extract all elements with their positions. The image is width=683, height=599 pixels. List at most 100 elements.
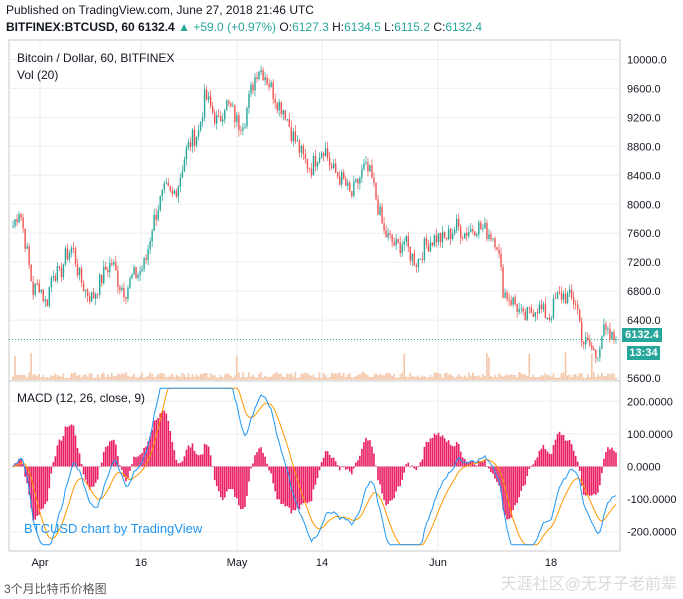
volume-bar xyxy=(304,372,307,380)
macd-histogram-bar xyxy=(457,443,460,467)
volume-bar xyxy=(14,355,16,380)
candle-body xyxy=(54,276,57,281)
candle-body xyxy=(151,230,153,242)
volume-bar xyxy=(528,353,531,380)
candle-body xyxy=(78,268,81,276)
macd-histogram-bar xyxy=(84,466,87,480)
candle-body xyxy=(272,82,274,100)
time-tick-label: 16 xyxy=(135,557,147,569)
candle-body xyxy=(288,119,290,127)
volume-bar xyxy=(234,375,236,380)
candle-body xyxy=(492,238,494,240)
volume-bar xyxy=(111,373,113,380)
volume-bar xyxy=(133,373,135,380)
candle-body xyxy=(125,296,127,300)
tradingview-watermark[interactable]: BTCUSD chart by TradingView xyxy=(24,521,203,536)
time-axis[interactable]: Apr 16 May 14 Jun 18 xyxy=(31,557,557,569)
macd-histogram-bar xyxy=(586,466,589,496)
volume-bar xyxy=(58,375,61,380)
volume-bar xyxy=(12,376,14,380)
price-pane[interactable] xyxy=(8,39,621,382)
candle-body xyxy=(470,229,472,233)
volume-bar xyxy=(399,374,402,380)
macd-histogram-bar xyxy=(355,462,357,467)
candle-body xyxy=(302,145,305,155)
macd-histogram-bar xyxy=(506,466,508,520)
price-tick-label: 6800.0 xyxy=(627,286,661,298)
volume-bar xyxy=(574,374,577,380)
volume-bar xyxy=(478,375,480,380)
volume-bar xyxy=(417,375,420,380)
candle-body xyxy=(207,96,210,100)
candle-body xyxy=(171,190,174,194)
macd-histogram-bar xyxy=(403,466,406,473)
volume-bar xyxy=(82,374,85,380)
volume-bar xyxy=(562,372,565,380)
candle-body xyxy=(167,182,169,187)
volume-bar xyxy=(425,377,428,380)
volume-bar xyxy=(242,372,244,380)
volume-bar xyxy=(129,376,131,380)
macd-histogram-bar xyxy=(387,466,389,504)
candle-body xyxy=(435,235,438,243)
volume-bar xyxy=(274,373,276,380)
volume-bar xyxy=(389,373,391,380)
candle-body xyxy=(357,179,359,184)
macd-axis[interactable]: 200.0000 100.0000 0.0000 -100.0000 -200.0000 xyxy=(627,396,677,538)
macd-histogram-bar xyxy=(256,452,258,467)
macd-histogram-bar xyxy=(353,466,355,469)
candle-body xyxy=(330,165,333,168)
volume-bar xyxy=(125,372,127,380)
candle-body xyxy=(159,196,161,211)
macd-histogram-bar xyxy=(294,466,297,511)
candle-body xyxy=(46,299,48,306)
price-axis[interactable]: 10000.0 9600.0 9200.0 8800.0 8400.0 8000.0 760… xyxy=(627,54,667,385)
candle-body xyxy=(460,226,462,238)
volume-bar xyxy=(24,375,26,380)
macd-histogram-bar xyxy=(508,466,510,520)
volume-bar xyxy=(407,377,410,380)
candle-body xyxy=(268,84,270,88)
volume-bar xyxy=(540,375,543,380)
volume-bar xyxy=(607,373,609,380)
candle-body xyxy=(359,177,361,184)
macd-histogram-bar xyxy=(48,466,51,489)
volume-bar xyxy=(246,376,248,380)
candle-body xyxy=(161,189,163,197)
time-tick-label: May xyxy=(227,557,248,569)
macd-histogram-bar xyxy=(476,465,478,467)
macd-histogram-bar xyxy=(566,440,569,467)
candle-body xyxy=(139,271,141,275)
macd-histogram-bar xyxy=(576,461,579,467)
volume-bar xyxy=(580,373,583,380)
volume-bar xyxy=(161,373,164,380)
volume-bar xyxy=(421,375,424,380)
candle-body xyxy=(546,317,549,319)
macd-histogram-bar xyxy=(92,466,95,487)
volume-bar xyxy=(590,353,593,380)
candle-body xyxy=(603,324,605,337)
macd-histogram-bar xyxy=(203,443,206,467)
volume-bar xyxy=(276,372,278,380)
candle-body xyxy=(155,214,157,220)
candle-body xyxy=(135,267,137,278)
volume-bar xyxy=(244,377,246,380)
macd-histogram-bar xyxy=(268,466,270,471)
volume-bar xyxy=(355,376,357,380)
macd-histogram-bar xyxy=(123,466,125,477)
candle-body xyxy=(20,214,22,218)
macd-histogram-bar xyxy=(524,466,527,485)
volume-bar xyxy=(465,377,468,380)
volume-bar xyxy=(609,374,611,380)
volume-bar xyxy=(518,372,520,380)
candle-body xyxy=(189,142,192,147)
candle-body xyxy=(611,331,613,340)
candle-body xyxy=(484,222,486,229)
volume-bar xyxy=(391,375,393,380)
volume-bar xyxy=(554,377,557,380)
candle-body xyxy=(401,244,403,253)
macd-histogram-bar xyxy=(605,451,607,467)
image-caption: 3个月比特币价格图 xyxy=(4,582,107,596)
volume-bar xyxy=(363,372,365,380)
